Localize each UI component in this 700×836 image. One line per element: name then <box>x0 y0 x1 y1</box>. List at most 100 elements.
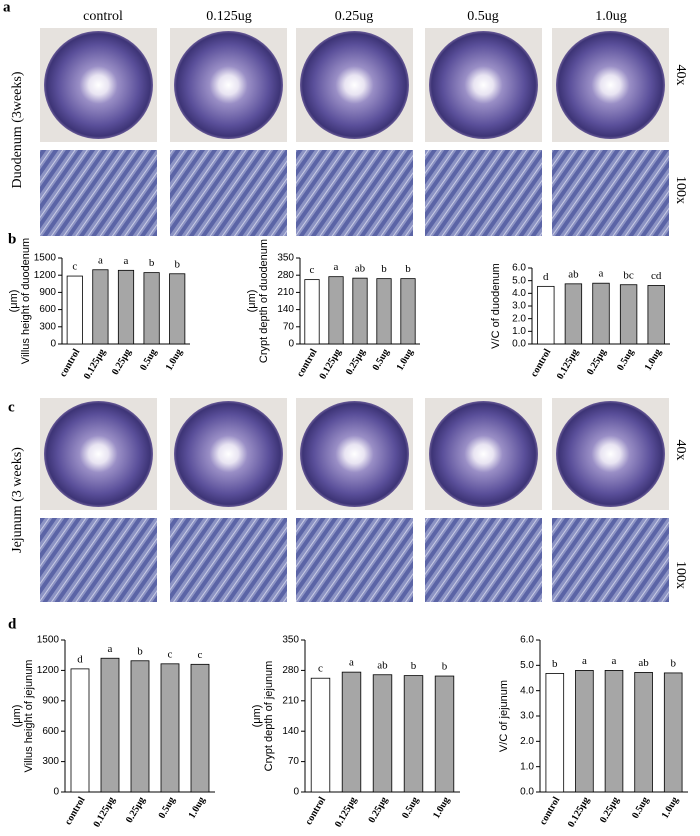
y-tick-label: 1500 <box>37 635 60 646</box>
bar <box>537 285 555 345</box>
y-axis-label: Villus height of jejunum <box>23 660 35 773</box>
magnification: 40x <box>673 440 688 461</box>
section-label: Duodenum (3weeks) <box>10 71 25 188</box>
bar <box>310 677 331 793</box>
significance-letter: bc <box>623 269 634 281</box>
bar <box>117 269 135 345</box>
tissue-section <box>174 401 283 507</box>
y-tick-label: 300 <box>39 321 56 332</box>
x-tick-label: 0.25μg <box>344 347 368 377</box>
micrograph <box>296 518 413 602</box>
y-tick-label: 5.0 <box>512 275 526 286</box>
micrograph <box>552 150 669 236</box>
x-tick-label: 0.5ug <box>630 795 651 820</box>
y-tick-label: 140 <box>277 304 294 315</box>
y-tick-label: 4.0 <box>520 685 534 696</box>
y-tick-label: 70 <box>288 756 300 767</box>
y-tick-label: 6.0 <box>520 635 534 646</box>
bar <box>66 275 83 345</box>
x-tick-label: control <box>295 347 320 379</box>
significance-letter: a <box>108 643 113 655</box>
magnification: 100x <box>673 176 688 204</box>
x-tick-label: control <box>529 347 554 379</box>
micrograph <box>425 518 542 602</box>
significance-letter: b <box>149 257 155 269</box>
x-tick-label: 0.125μg <box>566 795 592 829</box>
x-tick-label: 1.0ug <box>164 347 185 372</box>
significance-letter: b <box>442 661 448 673</box>
x-tick-label: 0.5ug <box>371 347 392 372</box>
tissue-section <box>44 401 153 507</box>
significance-letter: ab <box>568 268 579 280</box>
y-axis-label: (μm) <box>246 290 258 313</box>
bar <box>143 272 160 345</box>
y-tick-label: 600 <box>42 726 59 737</box>
bar <box>328 276 344 345</box>
y-tick-label: 70 <box>283 321 295 332</box>
tissue-section <box>300 31 409 139</box>
tissue-section <box>556 31 665 139</box>
significance-letter: b <box>405 263 411 275</box>
bar <box>564 283 583 345</box>
bar <box>130 660 150 793</box>
micrograph <box>170 150 287 236</box>
bar <box>341 671 362 793</box>
x-tick-label: 0.125μg <box>91 795 117 829</box>
bar <box>190 663 210 793</box>
x-tick-label: 0.5ug <box>157 795 178 820</box>
y-tick-label: 0 <box>288 339 294 350</box>
panel-label: a <box>3 0 11 15</box>
x-tick-label: control <box>63 795 88 827</box>
bar <box>100 657 120 793</box>
panel-label: c <box>8 399 15 415</box>
significance-letter: b <box>137 645 143 657</box>
x-tick-label: 1.0ug <box>643 347 664 372</box>
x-tick-label: 1.0ug <box>431 795 452 820</box>
y-tick-label: 140 <box>282 726 299 737</box>
y-tick-label: 2.0 <box>520 736 534 747</box>
y-tick-label: 210 <box>277 287 294 298</box>
micrograph <box>425 150 542 236</box>
y-axis-label: (μm) <box>251 705 263 728</box>
y-tick-label: 3.0 <box>512 301 526 312</box>
micrograph <box>170 518 287 602</box>
significance-letter: ab <box>377 659 388 671</box>
bar <box>160 663 180 793</box>
bar <box>604 670 624 793</box>
bar <box>434 675 455 793</box>
y-tick-label: 1200 <box>34 270 57 281</box>
y-tick-label: 5.0 <box>520 660 534 671</box>
significance-letter: a <box>349 657 354 669</box>
bar <box>376 278 392 345</box>
x-tick-label: 0.25μg <box>124 795 148 825</box>
significance-letter: a <box>599 268 604 280</box>
tissue-section <box>556 401 665 507</box>
bar <box>169 273 186 345</box>
x-tick-label: 0.25μg <box>598 795 622 825</box>
y-tick-label: 0 <box>53 787 59 798</box>
x-tick-label: 0.125μg <box>333 795 359 829</box>
y-tick-label: 2.0 <box>512 313 526 324</box>
y-tick-label: 300 <box>42 756 59 767</box>
x-tick-label: control <box>303 795 328 827</box>
significance-letter: d <box>77 653 83 665</box>
x-tick-label: 1.0ug <box>187 795 208 820</box>
y-axis-label: Crypt depth of duodenum <box>258 239 270 363</box>
significance-letter: a <box>124 255 129 267</box>
y-tick-label: 3.0 <box>520 711 534 722</box>
y-axis-label: (μm) <box>8 290 20 313</box>
significance-letter: c <box>168 648 173 660</box>
significance-letter: c <box>318 663 323 675</box>
significance-letter: a <box>582 655 587 667</box>
tissue-section <box>429 31 538 139</box>
micrograph <box>552 518 669 602</box>
bar <box>663 672 683 793</box>
column-header: 0.125ug <box>206 9 252 24</box>
y-tick-label: 0.0 <box>512 339 526 350</box>
y-axis-label: Crypt depth of jejunum <box>263 661 275 772</box>
y-tick-label: 4.0 <box>512 288 526 299</box>
y-tick-label: 900 <box>42 695 59 706</box>
bar <box>647 285 665 345</box>
significance-letter: d <box>543 271 549 283</box>
bar <box>304 279 320 345</box>
